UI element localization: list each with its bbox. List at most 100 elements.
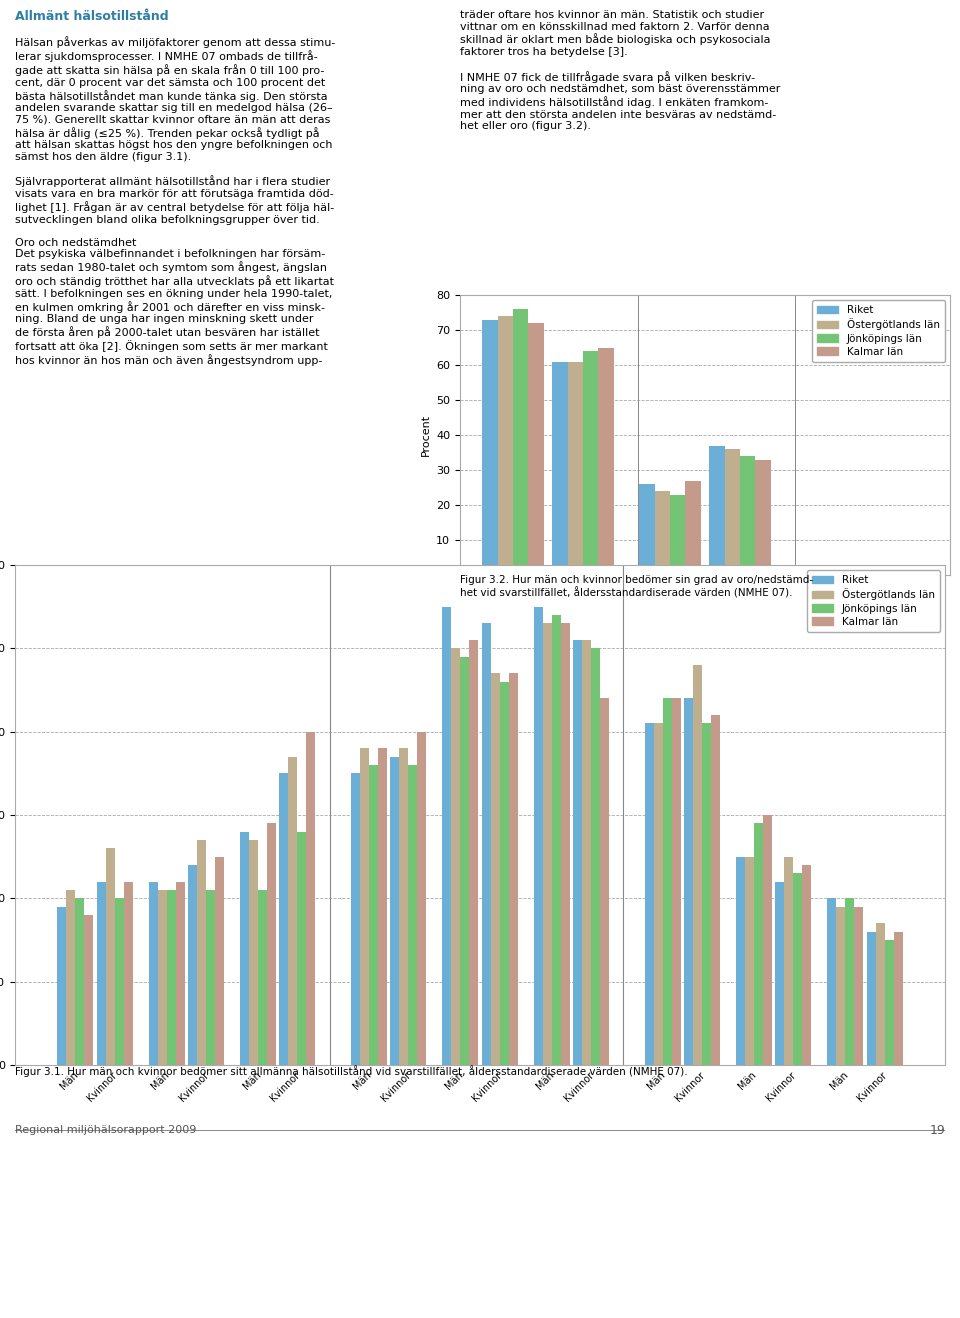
- Bar: [793, 874, 803, 1065]
- Bar: [534, 606, 542, 1065]
- Bar: [561, 623, 570, 1065]
- Bar: [390, 757, 399, 1065]
- Text: Figur 3.2. Hur män och kvinnor bedömer sin grad av oro/nedstämd-
het vid svarsti: Figur 3.2. Hur män och kvinnor bedömer s…: [460, 575, 813, 598]
- Text: Allmänt hälsotillstånd: Allmänt hälsotillstånd: [15, 11, 169, 22]
- Legend: Riket, Östergötlands län, Jönköpings län, Kalmar län: Riket, Östergötlands län, Jönköpings län…: [807, 571, 940, 631]
- Bar: [258, 890, 267, 1065]
- Bar: [418, 731, 426, 1065]
- Bar: [124, 882, 132, 1065]
- Text: Figur 3.1. Hur män och kvinnor bedömer sitt allmänna hälsotillstånd vid svarstil: Figur 3.1. Hur män och kvinnor bedömer s…: [15, 1065, 687, 1077]
- Bar: [740, 456, 756, 575]
- Bar: [408, 764, 418, 1065]
- Bar: [672, 699, 681, 1065]
- Bar: [306, 731, 316, 1065]
- Bar: [655, 492, 670, 575]
- Bar: [639, 484, 655, 575]
- Bar: [176, 882, 184, 1065]
- Bar: [598, 348, 613, 575]
- Bar: [206, 890, 215, 1065]
- Bar: [351, 774, 360, 1065]
- Legend: Riket, Östergötlands län, Jönköpings län, Kalmar län: Riket, Östergötlands län, Jönköpings län…: [812, 301, 945, 362]
- Bar: [583, 351, 598, 575]
- Bar: [881, 564, 897, 575]
- Bar: [745, 857, 754, 1065]
- Bar: [710, 714, 720, 1065]
- Bar: [509, 673, 517, 1065]
- Bar: [513, 308, 528, 575]
- Bar: [443, 606, 451, 1065]
- Bar: [106, 849, 114, 1065]
- Bar: [157, 890, 167, 1065]
- Bar: [149, 882, 157, 1065]
- Bar: [75, 899, 84, 1065]
- Bar: [736, 857, 745, 1065]
- Bar: [784, 857, 793, 1065]
- Bar: [894, 932, 902, 1065]
- Bar: [725, 449, 740, 575]
- Bar: [644, 724, 654, 1065]
- Bar: [552, 616, 561, 1065]
- Bar: [288, 757, 298, 1065]
- Bar: [298, 832, 306, 1065]
- Bar: [58, 907, 66, 1065]
- Bar: [867, 932, 876, 1065]
- Bar: [828, 899, 836, 1065]
- Bar: [591, 648, 600, 1065]
- Bar: [84, 915, 93, 1065]
- Bar: [582, 641, 591, 1065]
- Bar: [684, 699, 693, 1065]
- Bar: [836, 907, 846, 1065]
- Bar: [497, 316, 513, 575]
- Bar: [552, 361, 567, 575]
- Bar: [803, 865, 811, 1065]
- Bar: [662, 699, 672, 1065]
- Bar: [482, 623, 491, 1065]
- Text: Hälsan påverkas av miljöfaktorer genom att dessa stimu-
lerar sjukdomsprocesser.: Hälsan påverkas av miljöfaktorer genom a…: [15, 37, 335, 366]
- Bar: [654, 724, 662, 1065]
- Bar: [827, 572, 842, 575]
- Bar: [250, 840, 258, 1065]
- Bar: [912, 564, 927, 575]
- Text: Regional miljöhälsorapport 2009: Regional miljöhälsorapport 2009: [15, 1126, 197, 1135]
- Bar: [811, 568, 827, 575]
- Bar: [542, 623, 552, 1065]
- Bar: [796, 568, 811, 575]
- Bar: [197, 840, 206, 1065]
- Bar: [885, 940, 894, 1065]
- Bar: [482, 319, 497, 575]
- Bar: [876, 924, 885, 1065]
- Bar: [670, 494, 685, 575]
- Bar: [267, 824, 276, 1065]
- Bar: [854, 907, 863, 1065]
- Bar: [360, 749, 369, 1065]
- Bar: [378, 749, 387, 1065]
- Bar: [97, 882, 106, 1065]
- Bar: [567, 361, 583, 575]
- Bar: [846, 899, 854, 1065]
- Bar: [685, 481, 701, 575]
- Bar: [709, 445, 725, 575]
- Bar: [399, 749, 408, 1065]
- Bar: [461, 656, 469, 1065]
- Bar: [776, 882, 784, 1065]
- Bar: [240, 832, 250, 1065]
- Bar: [600, 699, 609, 1065]
- Bar: [866, 564, 881, 575]
- Text: träder oftare hos kvinnor än män. Statistik och studier
vittnar om en könsskilln: träder oftare hos kvinnor än män. Statis…: [460, 11, 780, 132]
- Bar: [451, 648, 461, 1065]
- Bar: [499, 681, 509, 1065]
- Bar: [573, 641, 582, 1065]
- Bar: [369, 764, 378, 1065]
- Bar: [528, 323, 543, 575]
- Bar: [754, 824, 763, 1065]
- Bar: [491, 673, 499, 1065]
- Bar: [693, 666, 702, 1065]
- Bar: [763, 815, 772, 1065]
- Bar: [188, 865, 197, 1065]
- Bar: [167, 890, 176, 1065]
- Y-axis label: Procent: Procent: [420, 414, 431, 456]
- Text: 19: 19: [929, 1123, 945, 1136]
- Bar: [469, 641, 478, 1065]
- Bar: [842, 568, 857, 575]
- Bar: [279, 774, 288, 1065]
